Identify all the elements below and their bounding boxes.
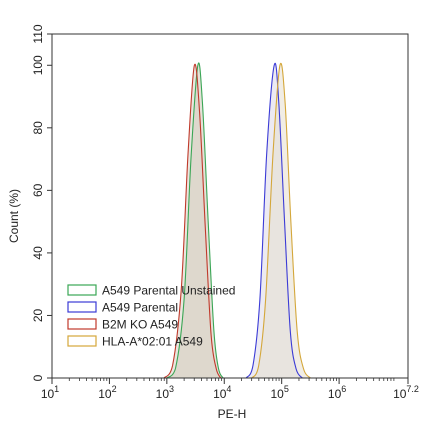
histogram-outlines [163,62,311,379]
legend-label: A549 Parental [102,301,178,315]
legend-swatch [67,318,97,330]
axis-ticks: 0 20 40 60 80 100 110 101 102 103 104 105 106 107.2 [31,24,419,401]
x-tick-label: 107.2 [393,384,419,401]
x-axis-title: PE-H [218,407,247,421]
legend: A549 Parental Unstained A549 Parental B2M … [67,284,235,349]
x-tick-label: 103 [156,384,174,401]
y-tick-label: 0 [31,374,45,381]
legend-swatch [67,301,97,313]
x-tick-label: 104 [213,384,231,401]
y-tick-label: 60 [31,183,45,197]
y-tick-label: 80 [31,121,45,135]
x-tick-label: 101 [41,384,59,401]
y-tick-label: 100 [31,55,45,75]
histogram-line-4 [251,62,311,379]
x-tick-label: 106 [328,384,346,401]
y-tick-label: 40 [31,246,45,260]
legend-label: B2M KO A549 [102,318,178,332]
histogram-line-3 [163,63,222,379]
legend-swatch [67,335,97,347]
histogram-fill-4 [251,63,311,379]
legend-label: A549 Parental Unstained [102,284,235,298]
x-tick-label: 105 [270,384,288,401]
y-axis-title: Count (%) [7,189,21,243]
y-tick-label: 20 [31,308,45,322]
histogram-line-2 [245,62,303,379]
plot-frame [51,33,409,379]
legend-label: HLA-A*02:01 A549 [102,335,203,349]
legend-swatch [67,284,97,296]
histogram-fills [163,62,311,379]
y-tick-label: 110 [31,24,45,43]
histogram-fill-3 [163,64,221,378]
histogram-line-1 [166,62,224,379]
x-tick-label: 102 [98,384,116,401]
